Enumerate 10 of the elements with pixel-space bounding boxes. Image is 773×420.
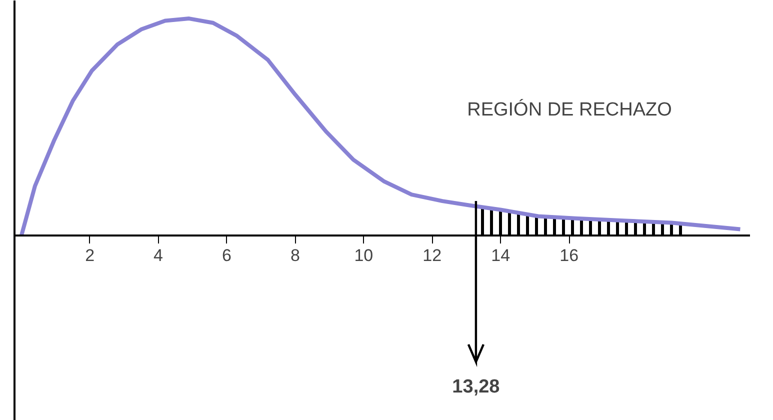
x-tick-label: 6 (222, 246, 232, 265)
x-tick-label: 8 (290, 246, 300, 265)
annotation: REGIÓN DE RECHAZO (467, 98, 672, 120)
x-tick-label: 10 (354, 246, 374, 265)
x-tick-label: 2 (85, 246, 95, 265)
x-tick-label: 4 (154, 246, 164, 265)
x-tick-label: 16 (560, 246, 579, 265)
ref-line-label: 13,28 (452, 376, 500, 398)
x-tick-label: 12 (422, 246, 442, 265)
x-tick-label: 14 (491, 246, 510, 265)
